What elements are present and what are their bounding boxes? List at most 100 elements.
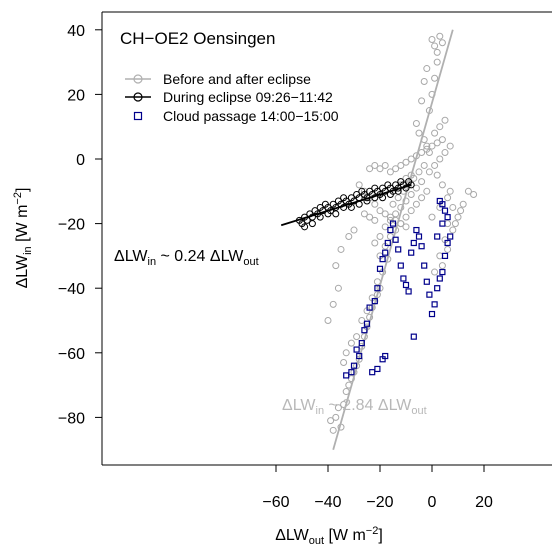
legend-label-cloud: Cloud passage 14:00−15:00 (163, 108, 339, 124)
point-before-and-after-eclipse (350, 226, 358, 234)
point-before-and-after-eclipse (470, 191, 478, 199)
point-before-and-after-eclipse (431, 129, 439, 137)
point-before-and-after-eclipse (428, 213, 436, 221)
point-before-and-after-eclipse (347, 375, 355, 383)
point-before-and-after-eclipse (457, 207, 465, 215)
point-cloud-passage (418, 243, 425, 250)
point-before-and-after-eclipse (444, 194, 452, 202)
point-before-and-after-eclipse (381, 223, 389, 231)
point-before-and-after-eclipse (428, 142, 436, 150)
y-tick-label: −80 (58, 410, 85, 427)
point-before-and-after-eclipse (438, 262, 446, 270)
series-before-after (324, 32, 478, 434)
point-before-and-after-eclipse (423, 142, 431, 150)
point-cloud-passage (413, 226, 420, 234)
point-before-and-after-eclipse (334, 284, 342, 292)
y-tick-label: 0 (76, 152, 85, 169)
point-cloud-passage (431, 301, 438, 308)
point-before-and-after-eclipse (436, 155, 444, 163)
point-before-and-after-eclipse (353, 333, 361, 341)
point-before-and-after-eclipse (436, 32, 444, 40)
point-cloud-passage (382, 352, 389, 360)
point-before-and-after-eclipse (446, 142, 454, 150)
point-cloud-passage (408, 249, 415, 256)
point-before-and-after-eclipse (431, 268, 439, 276)
point-before-and-after-eclipse (402, 213, 410, 221)
point-during-eclipse (308, 220, 316, 228)
point-cloud-passage (410, 333, 417, 340)
point-cloud-passage (423, 278, 430, 285)
point-cloud-passage (395, 246, 402, 253)
point-before-and-after-eclipse (431, 74, 439, 82)
point-before-and-after-eclipse (332, 262, 340, 270)
point-before-and-after-eclipse (376, 207, 384, 215)
point-before-and-after-eclipse (431, 42, 439, 50)
point-cloud-passage (389, 220, 397, 227)
point-before-and-after-eclipse (420, 161, 428, 169)
point-before-and-after-eclipse (342, 349, 350, 357)
legend-item-cloud: Cloud passage 14:00−15:00 (133, 108, 339, 124)
point-before-and-after-eclipse (345, 233, 353, 241)
point-cloud-passage (392, 236, 399, 243)
point-cloud-passage (376, 265, 384, 272)
point-before-and-after-eclipse (441, 149, 449, 157)
point-cloud-passage (415, 233, 423, 240)
point-before-and-after-eclipse (366, 213, 374, 221)
legend-marker-cloud (133, 111, 143, 121)
point-cloud-passage (361, 327, 368, 334)
legend-marker-during (133, 92, 143, 102)
point-before-and-after-eclipse (418, 194, 426, 202)
point-before-and-after-eclipse (433, 48, 441, 56)
point-before-and-after-eclipse (402, 223, 410, 231)
point-before-and-after-eclipse (446, 187, 454, 195)
point-before-and-after-eclipse (324, 317, 332, 324)
y-axis: −80 −60 −40 −20 0 20 40 (58, 23, 102, 427)
point-before-and-after-eclipse (438, 39, 446, 47)
fit-line-during-eclipse (280, 183, 412, 227)
point-before-and-after-eclipse (347, 339, 355, 347)
y-tick-label: −20 (58, 217, 85, 234)
point-before-and-after-eclipse (329, 426, 337, 434)
point-before-and-after-eclipse (402, 197, 410, 205)
point-cloud-passage (434, 233, 441, 240)
point-before-and-after-eclipse (449, 203, 457, 211)
point-before-and-after-eclipse (464, 187, 472, 195)
point-cloud-passage (434, 285, 441, 292)
point-cloud-passage (410, 239, 417, 247)
point-cloud-passage (444, 214, 451, 221)
point-before-and-after-eclipse (366, 165, 374, 173)
y-tick-label: 20 (67, 87, 85, 104)
point-cloud-passage (387, 226, 394, 234)
point-before-and-after-eclipse (459, 200, 467, 208)
point-before-and-after-eclipse (329, 300, 337, 308)
point-cloud-passage (441, 207, 449, 214)
point-before-and-after-eclipse (334, 404, 342, 412)
point-cloud-passage (439, 201, 446, 208)
legend-label-before-after: Before and after eclipse (163, 71, 311, 87)
point-before-and-after-eclipse (386, 213, 394, 221)
point-before-and-after-eclipse (337, 245, 345, 253)
y-tick-label: −40 (58, 281, 85, 298)
point-cloud-passage (441, 252, 449, 259)
point-before-and-after-eclipse (423, 187, 431, 195)
point-cloud-passage (436, 275, 443, 282)
point-before-and-after-eclipse (355, 181, 363, 189)
legend-label-during: During eclipse 09:26−11:42 (163, 89, 333, 105)
point-during-eclipse (316, 213, 324, 221)
point-before-and-after-eclipse (327, 417, 335, 425)
point-during-eclipse (301, 223, 309, 231)
point-before-and-after-eclipse (436, 123, 444, 131)
point-cloud-passage (382, 249, 389, 256)
point-cloud-passage (350, 362, 358, 369)
point-before-and-after-eclipse (358, 317, 366, 324)
point-before-and-after-eclipse (431, 161, 439, 169)
chart-title: CH−OE2 Oensingen (120, 29, 275, 48)
x-tick-label: −40 (314, 494, 341, 511)
point-before-and-after-eclipse (418, 178, 426, 186)
y-tick-label: 40 (67, 23, 85, 40)
point-cloud-passage (366, 304, 373, 311)
x-tick-label: −20 (366, 494, 393, 511)
point-before-and-after-eclipse (425, 168, 433, 176)
point-cloud-passage (348, 369, 355, 376)
